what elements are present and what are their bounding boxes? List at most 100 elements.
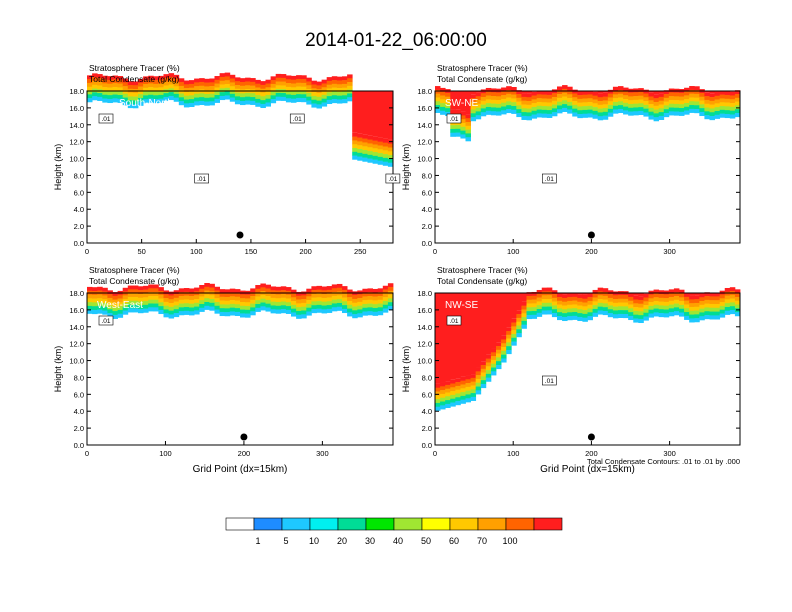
tracer-cell — [704, 103, 710, 108]
tracer-cell — [285, 309, 292, 314]
tracer-cell — [291, 83, 297, 88]
tracer-cell — [694, 93, 700, 98]
tracer-cell — [301, 90, 307, 95]
tracer-cell — [496, 361, 502, 366]
tracer-cell — [546, 306, 553, 311]
tracer-cell — [189, 87, 195, 92]
tracer-cell — [557, 293, 563, 298]
tracer-cell — [475, 92, 482, 97]
tracer-cell — [372, 155, 379, 160]
tracer-cell — [729, 91, 736, 96]
tracer-cell — [445, 293, 451, 382]
tracer-cell — [546, 94, 553, 99]
tracer-cell — [265, 292, 271, 297]
tracer-cell — [311, 92, 317, 97]
tracer-cell — [194, 295, 200, 300]
tracer-cell — [382, 154, 389, 159]
tracer-cell — [250, 303, 256, 308]
tracer-cell — [224, 95, 231, 100]
tracer-cell — [224, 87, 231, 92]
tracer-cell — [158, 287, 164, 292]
tracer-cell — [178, 303, 185, 308]
tracer-cell — [367, 147, 373, 152]
tracer-cell — [511, 98, 517, 103]
tracer-cell — [245, 302, 251, 307]
tracer-cell — [638, 88, 644, 93]
tracer-cell — [496, 103, 502, 108]
colorbar-swatch — [477, 517, 507, 531]
tracer-cell — [638, 95, 644, 100]
tracer-cell — [199, 78, 205, 83]
tracer-cell — [97, 81, 103, 86]
tracer-cell — [331, 284, 338, 289]
tracer-cell — [291, 308, 297, 313]
tracer-cell — [112, 98, 118, 103]
tracer-cell — [618, 101, 624, 106]
tracer-cell — [316, 293, 322, 298]
y-tick-label: 4.0 — [74, 205, 84, 214]
tracer-cell — [173, 86, 180, 91]
tracer-cell — [214, 286, 220, 291]
tracer-cell — [551, 96, 558, 102]
tracer-cell — [709, 315, 715, 320]
tracer-cell — [506, 293, 512, 328]
colorbar-label: 1 — [255, 536, 260, 546]
tracer-cell — [352, 155, 358, 160]
tracer-cell — [684, 87, 690, 92]
tracer-cell — [178, 295, 185, 301]
tracer-cell — [465, 383, 471, 388]
tracer-cell — [240, 85, 246, 90]
tracer-cell — [301, 94, 307, 99]
tracer-cell — [465, 125, 471, 130]
tracer-cell — [280, 290, 287, 295]
tracer-cell — [87, 82, 93, 88]
tracer-cell — [311, 290, 317, 295]
tracer-cell — [97, 309, 103, 314]
tracer-cell — [214, 79, 220, 84]
tracer-cell — [153, 87, 159, 92]
tracer-cell — [653, 113, 660, 118]
tracer-cell — [331, 99, 338, 104]
tracer-cell — [506, 101, 512, 106]
tracer-cell — [440, 87, 446, 93]
tracer-cell — [250, 288, 256, 293]
tracer-cell — [163, 298, 169, 303]
tracer-cell — [577, 91, 583, 96]
tracer-cell — [531, 310, 538, 316]
tracer-cell — [618, 306, 624, 311]
tracer-cell — [362, 157, 368, 162]
tracer-cell — [694, 90, 700, 95]
tracer-cell — [643, 312, 649, 317]
tracer-cell — [291, 301, 297, 306]
tracer-cell — [460, 115, 466, 120]
tracer-cell — [673, 288, 680, 293]
tracer-cell — [321, 297, 328, 303]
tracer-cell — [280, 305, 287, 310]
tracer-cell — [658, 100, 665, 105]
tracer-cell — [567, 109, 573, 114]
tracer-cell — [306, 77, 312, 82]
tracer-cell — [148, 75, 154, 80]
tracer-cell — [445, 384, 451, 389]
tracer-cell — [587, 90, 593, 95]
tracer-cell — [275, 305, 282, 310]
tracer-cell — [719, 298, 726, 303]
tracer-cell — [455, 385, 461, 390]
tracer-cell — [521, 96, 527, 101]
y-tick-label: 6.0 — [422, 390, 432, 399]
tracer-cell — [107, 98, 113, 104]
tracer-cell — [245, 77, 251, 82]
tracer-cell — [168, 310, 175, 315]
tracer-cell — [724, 102, 731, 107]
tracer-cell — [387, 155, 394, 160]
tracer-cell — [331, 295, 338, 300]
tracer-cell — [577, 106, 583, 111]
tracer-cell — [112, 311, 118, 316]
tracer-cell — [357, 149, 363, 154]
tracer-cell — [511, 326, 517, 331]
y-tick-label: 12.0 — [69, 340, 84, 349]
tracer-cell — [178, 78, 185, 83]
tracer-cell — [465, 133, 471, 138]
tracer-cell — [490, 363, 497, 368]
tracer-cell — [714, 311, 721, 316]
